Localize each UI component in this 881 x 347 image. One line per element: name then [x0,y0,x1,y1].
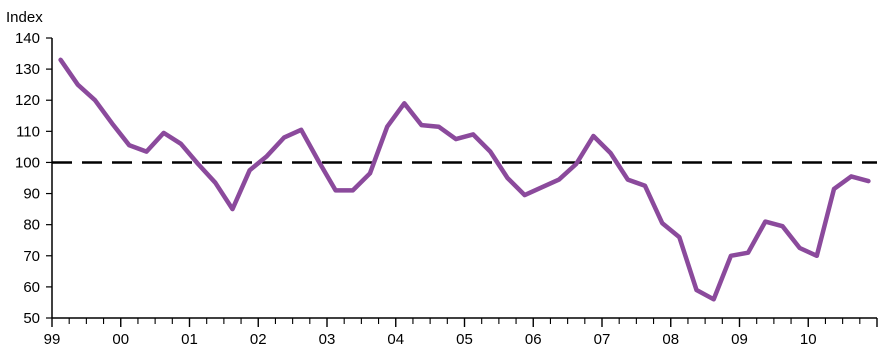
y-axis-title: Index [6,9,43,26]
series-line [58,57,871,302]
x-tick-label: 04 [387,331,404,347]
x-tick-label: 99 [44,331,61,347]
x-tick-label: 07 [594,331,611,347]
y-tick-label: 90 [23,186,40,203]
x-tick-label: 03 [319,331,336,347]
x-tick-label: 10 [800,331,817,347]
y-tick-label: 130 [15,61,40,78]
x-tick-label: 00 [112,331,129,347]
y-tick-label: 70 [23,248,40,265]
y-axis: 50 60 70 80 90 100 110 120 130 140 [15,30,53,327]
x-tick-label: 06 [525,331,542,347]
y-tick-label: 60 [23,279,40,296]
x-tick-label: 02 [250,331,267,347]
x-tick-label: 05 [456,331,473,347]
y-tick-label: 140 [15,30,40,47]
x-tick-label: 01 [181,331,198,347]
y-tick-label: 110 [16,123,40,140]
y-tick-label: 100 [15,154,40,171]
x-axis: 99 00 01 02 03 04 05 06 07 08 09 10 [44,317,878,347]
x-tick-label: 09 [731,331,748,347]
x-tick-label: 08 [662,331,679,347]
y-tick-label: 80 [23,217,40,234]
y-tick-label: 50 [23,310,40,327]
series-group [58,57,871,302]
y-tick-label: 120 [15,92,40,109]
